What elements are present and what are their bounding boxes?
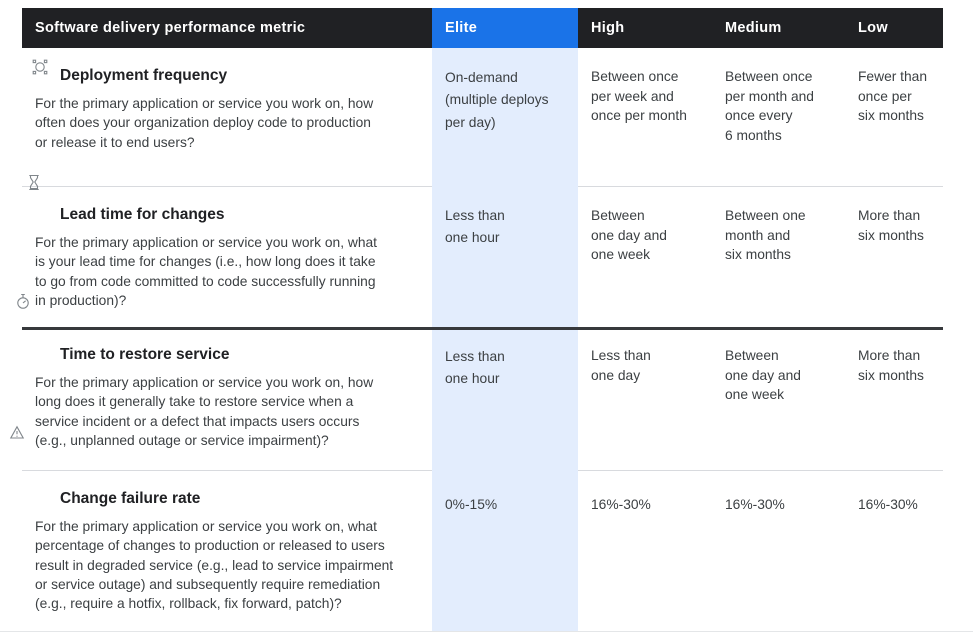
elite-value: 0%-15% — [432, 470, 578, 632]
low-value: 16%-30% — [845, 470, 943, 632]
high-value: 16%-30% — [578, 470, 712, 632]
elite-value: On-demand (multiple deploys per day) — [432, 48, 578, 186]
metric-description: For the primary application or service y… — [35, 96, 374, 150]
metric-cell: Time to restore service For the primary … — [22, 327, 432, 470]
low-value: Fewer than once per six months — [858, 69, 928, 124]
metric-title: Time to restore service — [60, 346, 230, 363]
low-value: More than six months — [845, 327, 943, 470]
metric-title: Change failure rate — [60, 490, 201, 507]
high-value: Less than one day — [578, 327, 712, 470]
header-low: Low — [845, 8, 943, 48]
header-high: High — [578, 8, 712, 48]
table-header-row: Software delivery performance metric Eli… — [22, 8, 943, 48]
restore-service-stopwatch-icon — [15, 293, 31, 310]
low-value: More than six months — [845, 186, 943, 327]
high-value: Between once per week and once per month — [591, 69, 687, 124]
elite-value: Less than one hour — [432, 327, 578, 470]
table-row-change-failure-rate: Change failure rate For the primary appl… — [22, 470, 943, 632]
performance-metrics-table: Software delivery performance metric Eli… — [22, 8, 943, 632]
header-metric-label: Software delivery performance metric — [22, 8, 432, 48]
table-row-deployment-frequency: Deployment frequency For the primary app… — [22, 48, 943, 186]
high-value: Between one day and one week — [578, 186, 712, 327]
lead-time-hourglass-icon — [27, 174, 41, 191]
change-failure-warning-icon — [9, 425, 25, 440]
metric-description: For the primary application or service y… — [35, 375, 374, 448]
metric-description: For the primary application or service y… — [35, 519, 394, 612]
metric-description: For the primary application or service y… — [35, 235, 377, 308]
metric-cell: Lead time for changes For the primary ap… — [22, 186, 432, 327]
metric-title: Deployment frequency — [60, 67, 228, 84]
table-row-time-to-restore: Time to restore service For the primary … — [22, 327, 943, 470]
header-medium: Medium — [712, 8, 845, 48]
elite-value: Less than one hour — [432, 186, 578, 327]
medium-value: 16%-30% — [712, 470, 845, 632]
deployment-frequency-icon — [32, 59, 48, 75]
medium-value: Between once per month and once every 6 … — [725, 69, 814, 143]
metric-cell: Deployment frequency For the primary app… — [22, 48, 432, 186]
medium-value: Between one month and six months — [712, 186, 845, 327]
table-row-lead-time: Lead time for changes For the primary ap… — [22, 186, 943, 327]
metric-title: Lead time for changes — [60, 206, 225, 223]
medium-value: Between one day and one week — [712, 327, 845, 470]
header-elite: Elite — [432, 8, 578, 48]
metric-cell: Change failure rate For the primary appl… — [22, 470, 432, 632]
